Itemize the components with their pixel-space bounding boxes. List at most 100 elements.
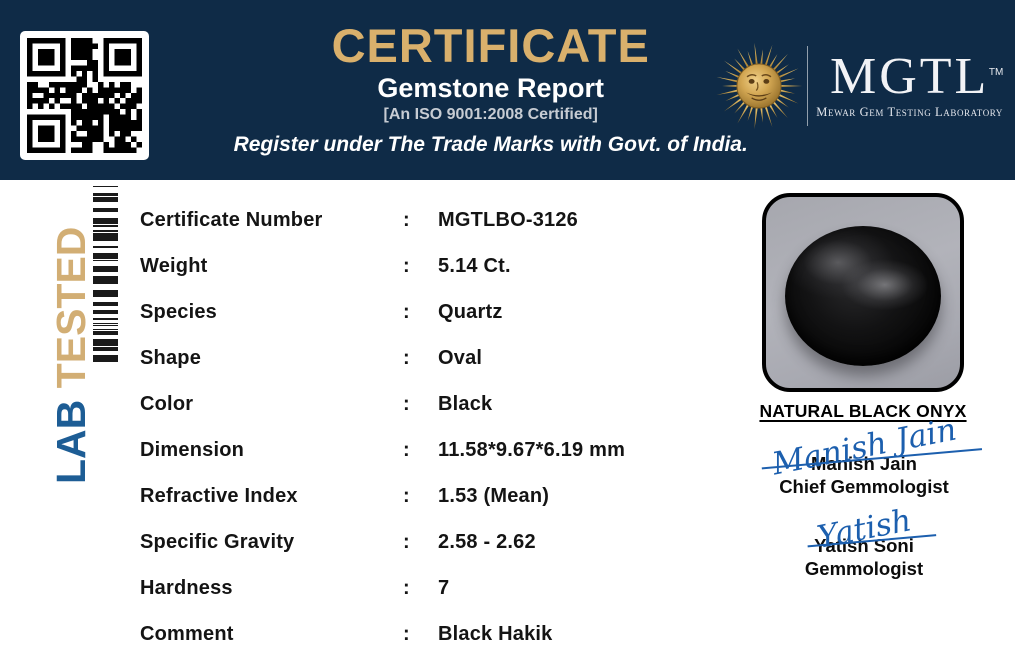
barcode-gap xyxy=(93,202,118,208)
barcode-bar xyxy=(93,260,118,261)
barcode-gap xyxy=(93,330,118,331)
barcode-bar xyxy=(93,318,118,320)
barcode xyxy=(93,186,118,437)
barcode-bar xyxy=(93,225,118,227)
barcode-gap xyxy=(93,306,118,310)
report-row-separator: : xyxy=(403,622,410,645)
report-row-value: 5.14 Ct. xyxy=(438,254,511,277)
report-row-label: Comment xyxy=(140,622,234,645)
barcode-bar xyxy=(93,325,118,326)
barcode-bar xyxy=(93,331,118,335)
barcode-gap xyxy=(93,326,118,329)
black-onyx-gem-image xyxy=(785,226,941,367)
report-row-value: Quartz xyxy=(438,300,503,323)
barcode-bar xyxy=(93,339,118,346)
barcode-bar xyxy=(93,329,118,330)
barcode-bar xyxy=(93,347,118,351)
report-row: Weight : 5.14 Ct. xyxy=(140,243,740,289)
barcode-gap xyxy=(93,224,118,225)
barcode-gap xyxy=(93,248,118,253)
report-row: Comment : Black Hakik xyxy=(140,611,740,657)
trademark-symbol: TM xyxy=(988,67,1004,78)
barcode-gap xyxy=(93,314,118,318)
barcode-bar xyxy=(93,246,118,248)
barcode-gap xyxy=(93,261,118,266)
barcode-gap xyxy=(93,346,118,347)
logo-tagline: Mewar Gem Testing Laboratory xyxy=(816,105,1003,119)
report-row-value: 1.53 (Mean) xyxy=(438,484,550,507)
report-row-label: Dimension xyxy=(140,438,245,461)
barcode-gap xyxy=(93,284,118,290)
signatory-block: Manish Jain Manish Jain Chief Gemmologis… xyxy=(769,412,959,498)
report-table: Certificate Number : MGTLBO-3126 Weight … xyxy=(140,197,740,657)
report-row-value: Oval xyxy=(438,346,483,369)
qr-code-pattern xyxy=(27,38,142,153)
signatory-title: Gemmologist xyxy=(804,558,924,579)
certificate-title: CERTIFICATE xyxy=(331,19,650,72)
barcode-gap xyxy=(93,335,118,339)
report-row-separator: : xyxy=(403,254,410,277)
barcode-gap xyxy=(93,241,118,246)
report-type-subtitle: Gemstone Report xyxy=(377,73,604,103)
report-row-label: Weight xyxy=(140,254,208,277)
report-row-value: 11.58*9.67*6.19 mm xyxy=(438,438,626,461)
report-row: Certificate Number : MGTLBO-3126 xyxy=(140,197,740,243)
barcode-bar xyxy=(93,233,118,241)
signatories: Manish Jain Manish Jain Chief Gemmologis… xyxy=(748,412,980,594)
report-row: Species : Quartz xyxy=(140,289,740,335)
sun-emblem-icon xyxy=(717,42,803,130)
barcode-gap xyxy=(93,196,118,197)
report-row-separator: : xyxy=(403,438,410,461)
report-row-value: Black Hakik xyxy=(438,622,553,645)
lab-tested-lab-text: LAB xyxy=(48,399,94,484)
report-row: Refractive Index : 1.53 (Mean) xyxy=(140,473,740,519)
barcode-bar xyxy=(93,323,118,324)
barcode-gap xyxy=(93,259,118,260)
specimen-caption: NATURAL BLACK ONYX xyxy=(759,401,967,421)
barcode-gap xyxy=(93,297,118,302)
barcode-bar xyxy=(93,230,118,232)
barcode-bar xyxy=(93,197,118,202)
barcode-gap xyxy=(93,187,118,193)
barcode-gap xyxy=(93,272,118,276)
report-row-separator: : xyxy=(403,392,410,415)
report-row: Shape : Oval xyxy=(140,335,740,381)
barcode-bar xyxy=(93,310,118,314)
barcode-gap xyxy=(93,324,118,325)
barcode-bar xyxy=(93,208,118,212)
report-row-label: Color xyxy=(140,392,194,415)
barcode-gap xyxy=(93,362,118,363)
barcode-gap xyxy=(93,227,118,230)
report-row-label: Species xyxy=(140,300,218,323)
barcode-gap xyxy=(93,320,118,323)
barcode-bar xyxy=(93,253,118,259)
barcode-bar xyxy=(93,290,118,297)
report-row-separator: : xyxy=(403,530,410,553)
logo-text: MGTL TM Mewar Gem Testing Laboratory xyxy=(816,51,1003,120)
barcode-bar xyxy=(93,302,118,306)
report-row-label: Refractive Index xyxy=(140,484,298,507)
barcode-bar xyxy=(93,276,118,284)
report-row-separator: : xyxy=(403,346,410,369)
report-row-value: MGTLBO-3126 xyxy=(438,208,579,231)
barcode-bar xyxy=(93,266,118,272)
barcode-gap xyxy=(93,351,118,355)
barcode-gap xyxy=(93,212,118,218)
signatory-block: Yatish Yatish Soni Gemmologist xyxy=(804,502,924,580)
barcode-bar xyxy=(93,186,118,187)
report-row: Hardness : 7 xyxy=(140,565,740,611)
gemstone-photo xyxy=(762,193,964,392)
barcode-bar xyxy=(93,218,118,224)
barcode-bar xyxy=(93,355,118,362)
barcode-gap xyxy=(93,232,118,233)
report-row-separator: : xyxy=(403,300,410,323)
report-row: Color : Black xyxy=(140,381,740,427)
report-row-value: 2.58 - 2.62 xyxy=(438,530,536,553)
header-titles: CERTIFICATE Gemstone Report [An ISO 9001… xyxy=(211,0,771,180)
report-row-separator: : xyxy=(403,576,410,599)
lab-tested-tested-text: TESTED xyxy=(48,226,94,389)
report-row-separator: : xyxy=(403,208,410,231)
report-row: Dimension : 11.58*9.67*6.19 mm xyxy=(140,427,740,473)
report-row-label: Shape xyxy=(140,346,202,369)
